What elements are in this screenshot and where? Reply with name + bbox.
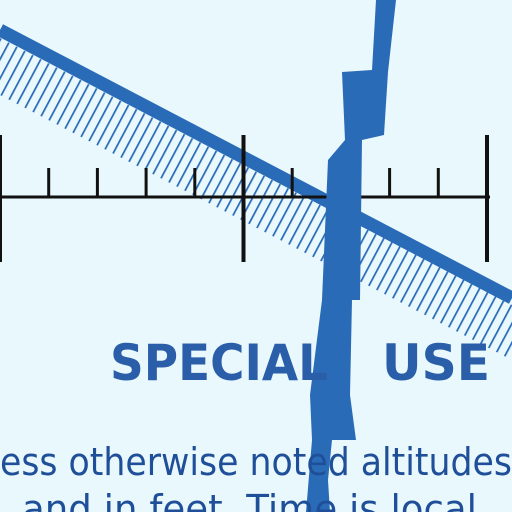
note-line: and in feet. Time is local xyxy=(22,487,477,512)
boundary-hatching xyxy=(0,38,512,360)
note-line: ess otherwise noted altitudes xyxy=(0,440,512,484)
area-label: USE xyxy=(382,334,490,392)
airspace-boundary xyxy=(0,24,512,304)
road xyxy=(306,0,396,512)
area-label: SPECIAL xyxy=(110,334,328,392)
